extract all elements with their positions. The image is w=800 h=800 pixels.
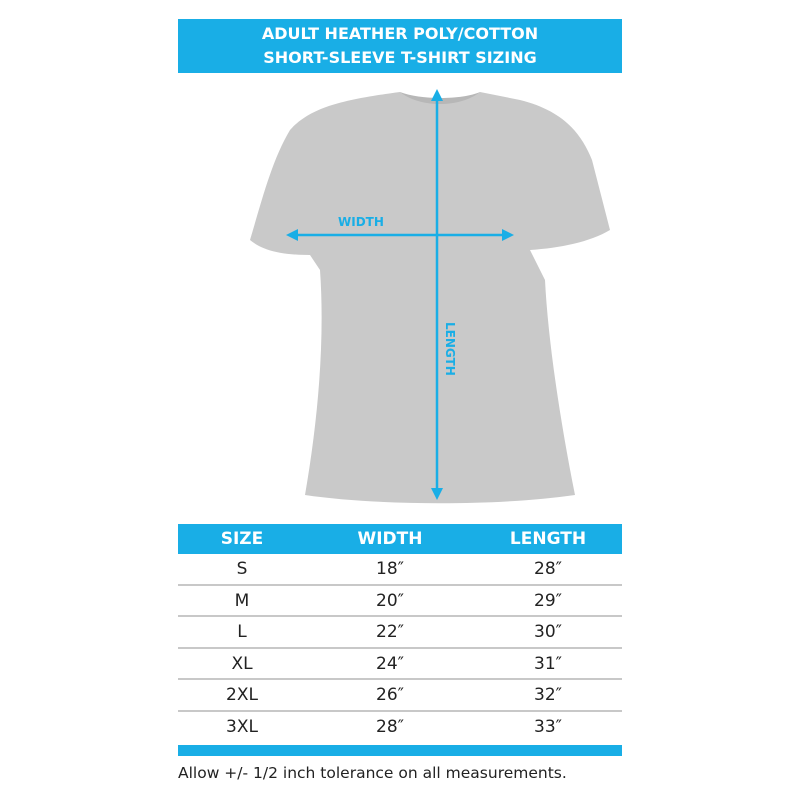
table-footer-bar (178, 745, 622, 756)
header-width: WIDTH (357, 529, 423, 549)
length-label: LENGTH (443, 322, 457, 376)
cell-size: 2XL (226, 685, 258, 706)
table-header: SIZE WIDTH LENGTH (178, 524, 622, 554)
size-table: SIZE WIDTH LENGTH S 18″ 28″ M 20″ 29″ L 22″ 30… (178, 524, 622, 744)
tshirt-diagram: WIDTH LENGTH (250, 89, 610, 504)
title-line-2: SHORT-SLEEVE T-SHIRT SIZING (263, 48, 537, 67)
cell-length: 32″ (534, 685, 562, 706)
cell-length: 30″ (534, 622, 562, 643)
tshirt-image (250, 92, 610, 504)
cell-width: 22″ (376, 622, 404, 643)
cell-length: 31″ (534, 653, 562, 674)
title-line-1: ADULT HEATHER POLY/COTTON (261, 24, 539, 43)
table-row: S 18″ 28″ (178, 554, 622, 586)
cell-size: S (236, 559, 248, 579)
cell-size: 3XL (226, 716, 258, 737)
header-size: SIZE (220, 529, 264, 549)
header-length: LENGTH (509, 529, 587, 549)
table-row: XL 24″ 31″ (178, 649, 622, 681)
cell-length: 29″ (534, 590, 562, 611)
cell-width: 26″ (376, 685, 404, 706)
cell-width: 18″ (376, 559, 404, 579)
cell-width: 24″ (376, 653, 404, 674)
cell-size: M (234, 590, 250, 611)
length-arrow: LENGTH (431, 89, 457, 500)
cell-size: XL (231, 653, 253, 674)
cell-size: L (237, 622, 247, 643)
title-banner: ADULT HEATHER POLY/COTTON SHORT-SLEEVE T… (178, 19, 622, 73)
tolerance-note: Allow +/- 1/2 inch tolerance on all meas… (178, 764, 567, 782)
cell-length: 28″ (534, 559, 562, 579)
width-arrow: WIDTH (286, 215, 514, 241)
table-row: 2XL 26″ 32″ (178, 680, 622, 712)
table-row: M 20″ 29″ (178, 586, 622, 618)
cell-width: 28″ (376, 716, 404, 737)
width-label: WIDTH (338, 215, 384, 229)
cell-width: 20″ (376, 590, 404, 611)
cell-length: 33″ (534, 716, 562, 737)
table-row: L 22″ 30″ (178, 617, 622, 649)
table-row: 3XL 28″ 33″ (178, 712, 622, 744)
